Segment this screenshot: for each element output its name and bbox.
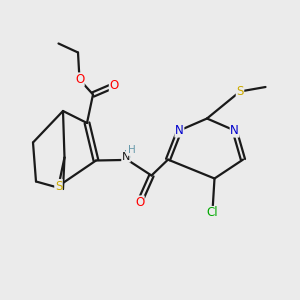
Text: O: O bbox=[75, 73, 84, 86]
Text: H: H bbox=[124, 150, 131, 160]
Text: S: S bbox=[55, 179, 62, 193]
Text: N: N bbox=[122, 152, 130, 162]
Text: H: H bbox=[128, 145, 136, 155]
Text: N: N bbox=[230, 124, 239, 137]
Text: Cl: Cl bbox=[207, 206, 218, 220]
Text: O: O bbox=[110, 79, 118, 92]
Text: N: N bbox=[175, 124, 184, 137]
Text: O: O bbox=[135, 196, 144, 209]
Text: S: S bbox=[236, 85, 244, 98]
